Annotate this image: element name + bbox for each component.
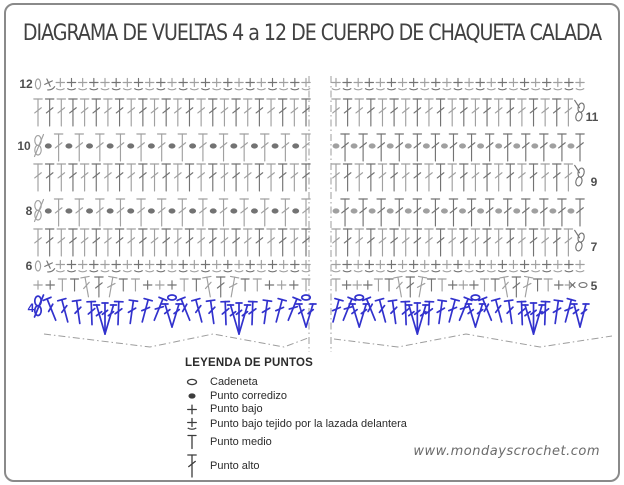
chain-stitch-icon — [186, 378, 198, 386]
row-number-5: 5 — [590, 279, 598, 293]
legend-item-punto-medio: Punto medio — [183, 432, 407, 452]
legend-item-label: Punto medio — [210, 435, 272, 448]
row-number-11: 11 — [585, 110, 599, 124]
double-crochet-icon — [187, 454, 197, 478]
legend-item-punto-corredizo: Punto corredizo — [183, 389, 407, 403]
legend: LEYENDA DE PUNTOS Cadeneta Punto corredi… — [183, 357, 407, 480]
legend-item-label: Punto bajo — [210, 403, 263, 415]
watermark-url: www.mondayscrochet.com — [413, 444, 600, 459]
legend-item-punto-bajo-lazada: Punto bajo tejido por la lazada delanter… — [183, 416, 407, 432]
legend-item-cadeneta: Cadeneta — [183, 375, 407, 389]
row-number-9: 9 — [590, 175, 598, 189]
legend-item-punto-bajo: Punto bajo — [183, 403, 407, 416]
legend-title: LEYENDA DE PUNTOS — [185, 357, 314, 369]
slip-stitch-icon — [188, 393, 196, 399]
row-number-12: 12 — [19, 77, 33, 91]
row-number-8: 8 — [25, 204, 33, 218]
single-crochet-icon — [187, 404, 197, 415]
row-number-4: 4 — [27, 301, 35, 315]
diagram-title: DIAGRAMA DE VUELTAS 4 a 12 DE CUERPO DE … — [22, 20, 602, 46]
legend-item-punto-alto: Punto alto — [183, 452, 407, 480]
legend-item-label: Punto bajo tejido por la lazada delanter… — [210, 417, 407, 430]
legend-item-label: Punto alto — [210, 459, 260, 472]
legend-item-label: Punto corredizo — [210, 389, 288, 402]
row-number-7: 7 — [590, 240, 598, 254]
single-crochet-front-loop-icon — [187, 417, 197, 430]
row-number-6: 6 — [25, 259, 33, 273]
half-double-crochet-icon — [187, 434, 197, 450]
legend-item-label: Cadeneta — [210, 375, 258, 388]
row-number-10: 10 — [17, 139, 31, 153]
